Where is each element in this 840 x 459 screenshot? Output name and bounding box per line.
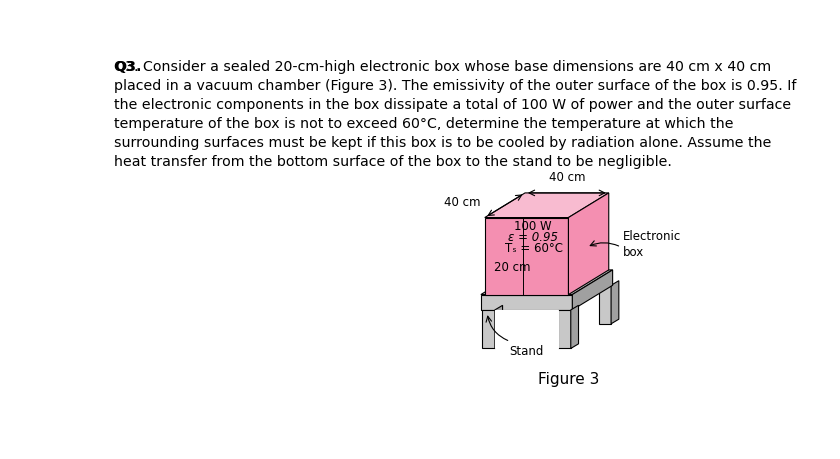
Polygon shape [482,310,495,348]
Text: Q3. Consider a sealed 20-cm-high electronic box whose base dimensions are 40 cm : Q3. Consider a sealed 20-cm-high electro… [114,61,796,169]
Text: Q3.: Q3. [114,61,142,74]
Text: ε = 0.95: ε = 0.95 [508,231,558,244]
Text: 100 W: 100 W [514,220,552,233]
Text: Tₛ = 60°C: Tₛ = 60°C [506,242,564,255]
Polygon shape [570,305,579,348]
Text: 20 cm: 20 cm [494,261,531,274]
Polygon shape [569,193,609,295]
Polygon shape [485,193,609,218]
Text: Electronic
box: Electronic box [622,230,681,259]
Text: Figure 3: Figure 3 [538,372,599,387]
Text: 40 cm: 40 cm [444,196,480,209]
Polygon shape [599,285,611,324]
Polygon shape [480,295,572,310]
Polygon shape [559,310,570,348]
Polygon shape [485,218,569,295]
Text: 40 cm: 40 cm [549,171,585,184]
Polygon shape [572,270,612,310]
Polygon shape [495,305,502,348]
Text: Stand: Stand [509,345,543,358]
Polygon shape [495,310,559,348]
Polygon shape [611,281,619,324]
Polygon shape [480,270,612,295]
